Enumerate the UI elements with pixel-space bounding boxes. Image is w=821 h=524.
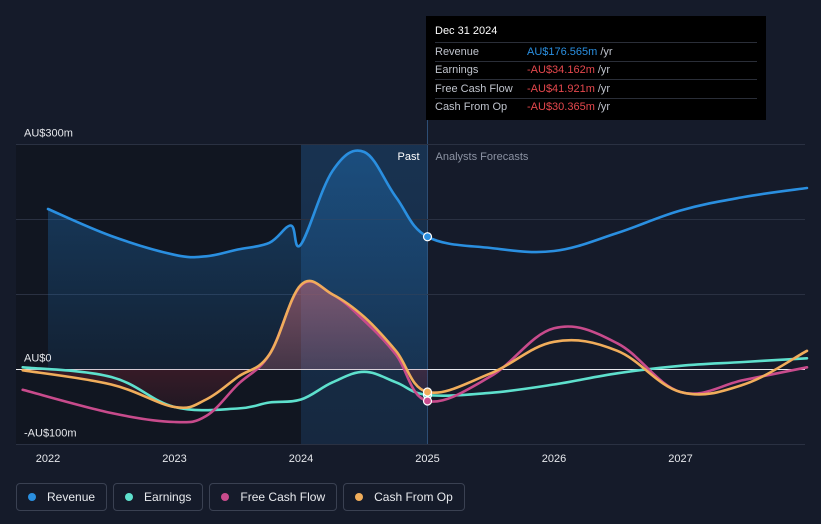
past-areas <box>22 150 428 408</box>
cash-from-op-positive-area <box>22 280 428 370</box>
tooltip-value: -AU$34.162m <box>527 64 595 77</box>
hover-tooltip: Dec 31 2024 Revenue AU$176.565m /yr Earn… <box>426 16 766 120</box>
tooltip-label: Free Cash Flow <box>435 82 513 95</box>
legend-label: Revenue <box>47 490 96 504</box>
marker-cash-from-op <box>422 387 433 397</box>
tooltip-unit: /yr <box>597 101 611 114</box>
tooltip-row-cash-from-op: Cash From Op -AU$30.365m /yr <box>435 97 757 117</box>
legend-label: Earnings <box>144 490 192 504</box>
forecast-label: Analysts Forecasts <box>436 151 529 163</box>
y-axis-label: AU$300m <box>24 128 73 140</box>
marker-free-cash-flow <box>422 396 433 406</box>
tooltip-value: -AU$41.921m <box>527 82 595 95</box>
legend-label: Free Cash Flow <box>240 490 326 504</box>
tooltip-date: Dec 31 2024 <box>435 25 498 37</box>
x-axis-tick-label: 2026 <box>542 453 566 465</box>
series-line-revenue <box>46 149 809 259</box>
x-axis-tick-label: 2022 <box>36 453 60 465</box>
tooltip-value: -AU$30.365m <box>527 101 595 114</box>
tooltip-label: Cash From Op <box>435 101 508 114</box>
cash-from-op-negative-area <box>22 369 428 408</box>
tooltip-row-earnings: Earnings -AU$34.162m /yr <box>435 60 757 80</box>
tooltip-unit: /yr <box>597 64 611 77</box>
legend-item-free-cash-flow[interactable]: Free Cash Flow <box>209 483 338 511</box>
tooltip-label: Revenue <box>435 45 480 58</box>
series-line-cash-from-op <box>21 279 809 410</box>
past-label: Past <box>397 151 419 163</box>
tooltip-unit: /yr <box>600 45 613 58</box>
x-axis-tick-label: 2025 <box>415 453 439 465</box>
legend-dot-icon <box>221 493 230 501</box>
negative-area-group <box>22 369 428 408</box>
legend-item-cash-from-op[interactable]: Cash From Op <box>343 483 465 511</box>
series-line-earnings <box>21 357 809 412</box>
x-axis-tick-label: 2024 <box>289 453 313 465</box>
tooltip-row-revenue: Revenue AU$176.565m /yr <box>435 42 757 61</box>
tooltip-row-free-cash-flow: Free Cash Flow -AU$41.921m /yr <box>435 79 757 98</box>
x-axis-tick-label: 2027 <box>668 453 692 465</box>
tooltip-label: Earnings <box>435 64 479 77</box>
y-axis-label: AU$0 <box>24 353 52 365</box>
legend-item-revenue[interactable]: Revenue <box>16 483 108 511</box>
x-axis-tick-label: 2023 <box>162 453 186 465</box>
y-axis-label: -AU$100m <box>24 428 77 440</box>
legend-dot-icon <box>355 493 364 501</box>
legend-dot-icon <box>125 493 134 501</box>
marker-revenue <box>422 232 433 242</box>
legend-dot-icon <box>28 493 36 501</box>
positive-area-group <box>22 280 428 370</box>
legend-item-earnings[interactable]: Earnings <box>113 483 204 511</box>
tooltip-unit: /yr <box>597 82 611 95</box>
series-line-free-cash-flow <box>21 280 809 424</box>
tooltip-value: AU$176.565m <box>527 45 598 58</box>
legend-label: Cash From Op <box>374 490 453 504</box>
chart-legend: Revenue Earnings Free Cash Flow Cash Fro… <box>16 483 465 511</box>
